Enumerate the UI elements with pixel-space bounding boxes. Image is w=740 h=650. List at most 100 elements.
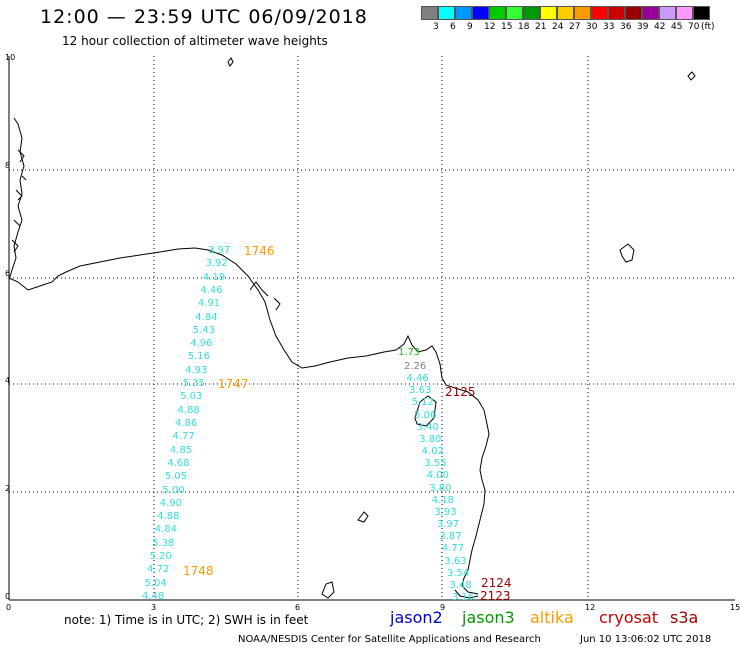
wave-height-value: 5.06 [414,409,437,421]
color-scale-label: 21 [535,22,547,32]
wave-height-value: 5.38 [152,537,175,549]
y-axis-tick-label: 6 [5,269,11,278]
wave-height-value: 4.18 [431,494,455,506]
wave-height-value: 5.00 [162,484,185,496]
color-scale-label: 36 [620,22,632,32]
wave-height-value: 4.19 [202,271,226,283]
y-axis-tick-label: 8 [5,161,11,170]
wave-height-value: 4.85 [169,444,193,456]
wave-height-value: 3.63 [409,385,432,397]
color-scale-swatch [506,6,523,20]
color-scale-swatch [608,6,625,20]
satellite-legend-item: s3a [670,608,699,627]
wave-height-value: 5.16 [187,351,210,363]
color-scale-swatch [523,6,540,20]
color-scale-label: 6 [450,22,456,32]
credit-organization: NOAA/NESDIS Center for Satellite Applica… [238,634,541,645]
color-scale-label: 3 [433,22,439,32]
color-scale-swatch [659,6,676,20]
wave-height-value: 3.80 [429,482,452,494]
wave-height-value: 4.02 [421,446,444,458]
wave-height-value: 3.87 [439,531,462,543]
west-coast-inlets [11,149,27,253]
color-scale-label: 15 [501,22,513,32]
pass-time-label: 2125 [445,385,476,399]
x-axis-tick-label: 0 [6,603,12,612]
color-scale-labels: 3 6 9 12 15 18 21 24 27 30 33 36 39 42 45 70 (ft) [421,22,740,34]
wave-height-value: 4.00 [426,470,449,482]
x-axis-tick-label: 9 [440,603,446,612]
color-scale-label: 42 [654,22,666,32]
wave-height-value: 4.86 [175,418,198,429]
wave-height-value: 3.92 [205,258,228,270]
wave-height-value: 3.48 [449,579,472,591]
wave-height-value: 3.63 [444,555,467,567]
color-scale-swatch [472,6,489,20]
color-scale [421,6,710,20]
lake-island [414,395,437,427]
pass-time-label: 1746 [244,244,275,258]
page-title: 12:00 — 23:59 UTC 06/09/2018 [40,6,368,28]
credit-timestamp: Jun 10 13:06:02 UTC 2018 [580,634,712,645]
color-scale-swatch [642,6,659,20]
north-islet [227,57,234,67]
satellite-legend-item: cryosat [599,608,659,627]
color-scale-label: 24 [552,22,564,32]
wave-height-value: 5.04 [144,577,167,589]
y-axis-tick-label: 4 [5,376,11,385]
wave-height-value: 5.35 [182,378,205,390]
color-scale-swatch [540,6,557,20]
color-scale-label: (ft) [701,22,715,32]
units-note: note: 1) Time is in UTC; 2) SWH is in fe… [64,613,309,627]
color-scale-swatch [591,6,608,20]
wave-height-value: 4.68 [167,457,190,469]
wave-height-value: 3.55 [424,458,447,470]
page-subtitle: 12 hour collection of altimeter wave hei… [62,34,328,48]
coastline-main [8,247,490,595]
y-axis-tick-label: 0 [5,592,11,601]
wave-height-value: 4.96 [190,338,213,350]
color-scale-label: 9 [467,22,473,32]
small-island-mid [357,511,369,523]
wave-height-value: 4.84 [154,524,177,536]
wave-height-value: 4.46 [406,373,429,385]
color-scale-swatch [438,6,455,20]
wave-height-value: 2.26 [404,361,427,372]
color-scale-swatch [455,6,472,20]
wave-height-value: 3.40 [416,421,439,433]
pass-time-label: 2124 [481,576,512,590]
wave-height-value: 4.88 [177,404,200,416]
wave-height-value: 4.72 [147,564,170,576]
color-scale-label: 18 [518,22,530,32]
wave-height-value: 3.97 [436,519,460,531]
satellite-legend-item: jason2 [390,608,443,627]
x-axis-tick-label: 15 [730,603,740,612]
wave-height-value: 4.84 [195,311,218,323]
wave-height-value: 4.48 [142,591,165,602]
wave-height-value: 5.05 [164,471,188,483]
x-axis-tick-label: 3 [151,603,157,612]
wave-height-value: 5.12 [411,397,434,409]
wave-height-value: 1.73 [398,347,421,358]
color-scale-swatch [693,6,710,20]
pass-time-label: 1748 [183,564,214,578]
coast-detail-south-tip [454,589,479,599]
map-frame [8,56,735,601]
color-scale-swatch [574,6,591,20]
wave-height-value: 4.88 [157,511,180,523]
color-scale-label: 70 [688,22,700,32]
color-scale-swatch [421,6,438,20]
color-scale-label: 39 [637,22,649,32]
color-scale-label: 33 [603,22,615,32]
satellite-legend-item: altika [530,608,574,627]
wave-height-value: 4.46 [200,284,223,296]
small-island-south [321,581,335,599]
wave-height-value: 5.03 [180,391,203,403]
wave-height-value: 5.20 [149,551,172,563]
color-scale-label: 12 [484,22,496,32]
color-scale-label: 45 [671,22,683,32]
wave-height-value: 3.80 [419,433,442,445]
color-scale-swatch [557,6,574,20]
wave-height-value: 4.90 [159,497,183,509]
wave-height-value: 3.97 [208,245,231,256]
